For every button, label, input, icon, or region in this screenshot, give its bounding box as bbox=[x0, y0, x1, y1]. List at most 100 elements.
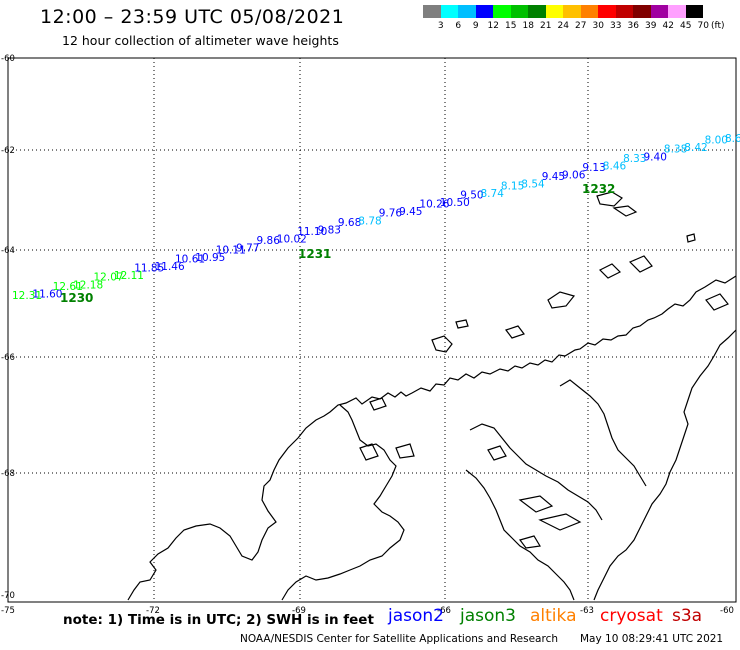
east-coast-3 bbox=[469, 423, 603, 521]
legend-label: 33 bbox=[610, 21, 622, 31]
satellite-name: jason3 bbox=[460, 606, 516, 626]
east-coast-1 bbox=[593, 329, 737, 601]
legend-swatch bbox=[510, 5, 528, 18]
wave-height-value: 9.68 bbox=[338, 217, 361, 229]
legend-swatch bbox=[685, 5, 703, 18]
legend-swatch bbox=[528, 5, 546, 18]
wave-height-value: 8.78 bbox=[358, 215, 381, 227]
wave-height-value: 10.11 bbox=[216, 244, 246, 256]
map-subtitle: 12 hour collection of altimeter wave hei… bbox=[62, 33, 339, 48]
wave-height-value: 9.83 bbox=[318, 224, 341, 236]
wave-height-value: 9.45 bbox=[542, 171, 565, 183]
legend-label: 70 bbox=[697, 21, 709, 31]
wave-height-value: 9.50 bbox=[460, 189, 483, 201]
island-9 bbox=[505, 325, 525, 339]
island-3 bbox=[612, 205, 638, 217]
time-label: 1230 bbox=[60, 291, 93, 305]
antarctic-peninsula-coast bbox=[127, 275, 737, 601]
lon-label: -66 bbox=[437, 606, 451, 616]
satellite-name: altika bbox=[530, 606, 577, 626]
map-frame bbox=[7, 57, 737, 603]
credit-text: NOAA/NESDIS Center for Satellite Applica… bbox=[240, 633, 558, 645]
wave-height-value: 8.60 bbox=[725, 133, 740, 145]
legend-label: 24 bbox=[557, 21, 569, 31]
wave-height-value: 10.50 bbox=[440, 197, 470, 209]
legend-labels: 3 6 9 12 15 18 21 24 27 30 33 36 39 42 45 70 bbox=[423, 21, 740, 33]
wave-height-value: 11.60 bbox=[32, 288, 62, 300]
east-coast-4 bbox=[465, 469, 575, 601]
lon-label: -72 bbox=[146, 606, 160, 616]
legend-swatch bbox=[440, 5, 458, 18]
lon-label: -69 bbox=[292, 606, 306, 616]
island-17 bbox=[705, 293, 729, 311]
satellite-name: jason2 bbox=[388, 606, 444, 626]
island-2 bbox=[596, 191, 623, 207]
wave-height-value: 9.77 bbox=[236, 243, 259, 255]
legend-swatch bbox=[580, 5, 598, 18]
island-15 bbox=[518, 535, 541, 549]
legend-swatch bbox=[475, 5, 493, 18]
island-16 bbox=[487, 445, 507, 461]
wave-height-value: 10.02 bbox=[277, 234, 307, 246]
wave-height-value: 8.15 bbox=[501, 180, 524, 192]
wave-height-value: 11.85 bbox=[134, 263, 164, 275]
east-coast-2 bbox=[559, 379, 647, 487]
legend-swatch bbox=[615, 5, 633, 18]
island-4 bbox=[686, 233, 696, 243]
wave-height-value: 8.42 bbox=[684, 142, 707, 154]
legend-label: 15 bbox=[505, 21, 517, 31]
legend-swatch bbox=[423, 5, 441, 18]
time-label: 1232 bbox=[582, 182, 615, 196]
lon-label: -75 bbox=[1, 606, 15, 616]
lat-label: -68 bbox=[1, 469, 15, 479]
wave-height-value: 10.95 bbox=[195, 252, 225, 264]
lon-label: -63 bbox=[580, 606, 594, 616]
wave-height-value: 11.46 bbox=[155, 261, 185, 273]
island-12 bbox=[395, 443, 415, 459]
legend-swatch bbox=[458, 5, 476, 18]
wave-height-value: 8.33 bbox=[623, 153, 646, 165]
legend-label: 9 bbox=[472, 21, 479, 31]
legend-swatch bbox=[493, 5, 511, 18]
legend-label: 39 bbox=[645, 21, 657, 31]
wave-height-value: 8.46 bbox=[603, 160, 627, 172]
wave-height-value: 9.13 bbox=[582, 162, 605, 174]
wave-height-value: 8.74 bbox=[481, 188, 505, 200]
legend-label: 36 bbox=[627, 21, 639, 31]
peninsula-inner-coast bbox=[281, 404, 405, 601]
legend-label: 45 bbox=[680, 21, 692, 31]
wave-height-value: 8.00 bbox=[705, 135, 728, 147]
satellite-name: s3a bbox=[672, 606, 703, 626]
island-8 bbox=[598, 263, 622, 279]
wave-height-value: 12.31 bbox=[12, 290, 42, 302]
legend-label: 12 bbox=[487, 21, 499, 31]
lat-label: -66 bbox=[1, 353, 15, 363]
wave-height-value: 9.76 bbox=[379, 208, 403, 220]
wave-height-value: 12.07 bbox=[94, 272, 124, 284]
legend-label: 42 bbox=[662, 21, 674, 31]
time-labels: 1230 1231 1232 bbox=[60, 182, 615, 305]
wave-height-value: 12.61 bbox=[53, 281, 83, 293]
color-legend bbox=[423, 5, 703, 18]
lat-label: -70 bbox=[1, 591, 15, 601]
wave-height-labels: 12.3111.6012.6112.1812.0712.1111.8511.46… bbox=[12, 133, 740, 302]
legend-label: 18 bbox=[522, 21, 534, 31]
legend-swatch bbox=[668, 5, 686, 18]
wave-height-value: 9.86 bbox=[257, 235, 281, 247]
wave-height-value: 9.06 bbox=[562, 170, 586, 182]
legend-swatch bbox=[633, 5, 651, 18]
island-6 bbox=[547, 291, 576, 309]
lat-label: -60 bbox=[1, 54, 15, 64]
satellite-name: cryosat bbox=[600, 606, 663, 626]
wave-height-value: 12.18 bbox=[73, 279, 103, 291]
legend-label: 3 bbox=[437, 21, 444, 31]
lat-label: -62 bbox=[1, 146, 15, 156]
footer-note: note: 1) Time is in UTC; 2) SWH is in fe… bbox=[63, 612, 374, 628]
wave-height-value: 10.61 bbox=[175, 253, 205, 265]
lat-label: -64 bbox=[1, 246, 15, 256]
island-7 bbox=[628, 255, 653, 273]
legend-swatch bbox=[598, 5, 616, 18]
wave-height-value: 12.11 bbox=[114, 270, 144, 282]
legend-label: 6 bbox=[455, 21, 462, 31]
